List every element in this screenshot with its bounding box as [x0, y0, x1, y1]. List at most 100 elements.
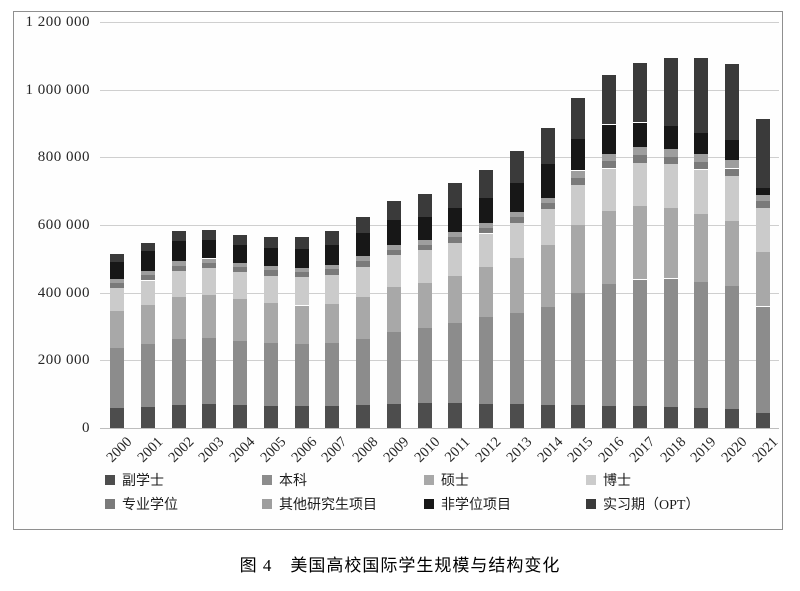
bar-segment-2001-博士: [140, 280, 155, 305]
bar-segment-2009-硕士: [386, 287, 401, 332]
bar-segment-2021-实习期（OPT）: [756, 118, 770, 188]
bar-segment-2002-硕士: [171, 296, 186, 339]
bar-segment-2014-副学士: [540, 405, 555, 428]
bar-segment-2016-副学士: [602, 405, 617, 428]
bar-segment-2015-非学位项目: [571, 138, 586, 171]
bar-segment-2011-副学士: [448, 403, 463, 428]
bar-segment-2016-博士: [602, 168, 617, 211]
bar-segment-2013-其他研究生项目: [509, 212, 524, 218]
y-axis-tick-label: 600 000: [37, 217, 90, 233]
legend-label: 专业学位: [122, 498, 178, 513]
bar-segment-2016-非学位项目: [602, 124, 617, 154]
bar-segment-2010-专业学位: [417, 244, 432, 251]
bar-segment-2006-非学位项目: [294, 249, 309, 268]
bar-segment-2015-其他研究生项目: [571, 170, 586, 178]
legend-swatch-icon: [424, 475, 434, 485]
bar-segment-2011-本科: [448, 322, 463, 404]
bar-segment-2007-硕士: [325, 303, 340, 343]
bar-segment-2012-非学位项目: [479, 198, 494, 223]
bar-segment-2007-专业学位: [325, 269, 340, 275]
bar-segment-2002-非学位项目: [171, 240, 186, 262]
bar-segment-2021-专业学位: [756, 200, 770, 208]
bar-segment-2019-硕士: [694, 214, 709, 282]
bar-segment-2007-副学士: [325, 406, 340, 428]
bar-segment-2003-本科: [202, 338, 217, 405]
bar-segment-2012-实习期（OPT）: [479, 169, 494, 199]
legend-label: 副学士: [122, 474, 164, 489]
bar-segment-2008-硕士: [356, 297, 371, 339]
y-axis-tick-label: 800 000: [37, 149, 90, 166]
legend-swatch-icon: [105, 475, 115, 485]
bar-segment-2013-非学位项目: [509, 182, 524, 213]
bar-segment-2003-非学位项目: [202, 239, 217, 259]
bar-segment-2012-副学士: [479, 403, 494, 428]
bar-segment-2007-本科: [325, 343, 340, 406]
bar-segment-2007-实习期（OPT）: [325, 230, 340, 245]
bar-segment-2012-硕士: [479, 267, 494, 318]
bar-segment-2006-博士: [294, 277, 309, 306]
bar-segment-2004-副学士: [233, 405, 247, 428]
legend-label: 非学位项目: [441, 498, 511, 513]
bar-segment-2006-专业学位: [294, 272, 309, 278]
bar-segment-2014-非学位项目: [540, 164, 555, 198]
bar-segment-2007-非学位项目: [325, 245, 340, 265]
bar-segment-2017-专业学位: [632, 155, 647, 163]
legend-swatch-icon: [586, 475, 596, 485]
y-axis-tick-label: 1 000 000: [25, 81, 90, 98]
bar-segment-2013-实习期（OPT）: [509, 150, 524, 183]
bar-segment-2020-硕士: [725, 221, 740, 287]
bar-segment-2017-非学位项目: [632, 122, 647, 148]
bar-segment-2013-硕士: [509, 258, 524, 313]
bar-segment-2004-实习期（OPT）: [233, 234, 247, 245]
bar-segment-2011-博士: [448, 242, 463, 277]
bar-segment-2019-非学位项目: [694, 133, 709, 154]
bar-segment-2009-实习期（OPT）: [386, 200, 401, 220]
bar-segment-2001-副学士: [140, 406, 155, 428]
bar-segment-2020-博士: [725, 175, 740, 222]
bar-segment-2014-专业学位: [540, 202, 555, 209]
bar-segment-2015-硕士: [571, 225, 586, 293]
legend-item-博士: 博士: [586, 470, 631, 490]
bar-segment-2019-本科: [694, 281, 709, 409]
bar-segment-2001-本科: [140, 343, 155, 407]
legend-item-其他研究生项目: 其他研究生项目: [262, 494, 377, 514]
gridline-1000000: [100, 89, 779, 91]
legend-label: 其他研究生项目: [279, 498, 377, 513]
bar-segment-2020-实习期（OPT）: [725, 64, 740, 141]
bar-segment-2006-本科: [294, 344, 309, 407]
bar-segment-2010-硕士: [417, 282, 432, 328]
bar-segment-2005-硕士: [263, 303, 278, 344]
gridline-400000: [100, 292, 779, 294]
bar-segment-2016-本科: [602, 283, 617, 406]
bar-segment-2000-硕士: [110, 311, 124, 348]
bar-segment-2020-非学位项目: [725, 140, 740, 160]
bar-segment-2018-副学士: [663, 407, 678, 428]
bar-segment-2008-博士: [356, 266, 371, 297]
bar-segment-2002-博士: [171, 271, 186, 297]
bar-segment-2018-专业学位: [663, 157, 678, 165]
bar-segment-2015-专业学位: [571, 178, 586, 185]
bar-segment-2002-副学士: [171, 405, 186, 428]
bar-segment-2001-非学位项目: [140, 251, 155, 271]
bar-segment-2021-其他研究生项目: [756, 195, 770, 201]
bar-segment-2018-博士: [663, 164, 678, 209]
bar-segment-2005-其他研究生项目: [263, 265, 278, 271]
bar-segment-2017-副学士: [632, 406, 647, 428]
bar-segment-2008-本科: [356, 338, 371, 406]
bar-segment-2005-非学位项目: [263, 248, 278, 266]
bar-segment-2000-博士: [110, 288, 124, 312]
bar-segment-2007-其他研究生项目: [325, 264, 340, 269]
bar-segment-2017-硕士: [632, 206, 647, 280]
bar-segment-2003-专业学位: [202, 262, 217, 269]
bar-segment-2003-硕士: [202, 295, 217, 338]
bar-segment-2020-副学士: [725, 409, 740, 428]
bar-segment-2020-其他研究生项目: [725, 159, 740, 169]
bar-segment-2003-实习期（OPT）: [202, 229, 217, 240]
bar-segment-2006-其他研究生项目: [294, 267, 309, 272]
bar-segment-2013-副学士: [509, 404, 524, 428]
legend-item-本科: 本科: [262, 470, 307, 490]
legend-item-专业学位: 专业学位: [105, 494, 178, 514]
bar-segment-2006-副学士: [294, 406, 309, 428]
bar-segment-2009-博士: [386, 255, 401, 288]
bar-segment-2016-专业学位: [602, 161, 617, 169]
